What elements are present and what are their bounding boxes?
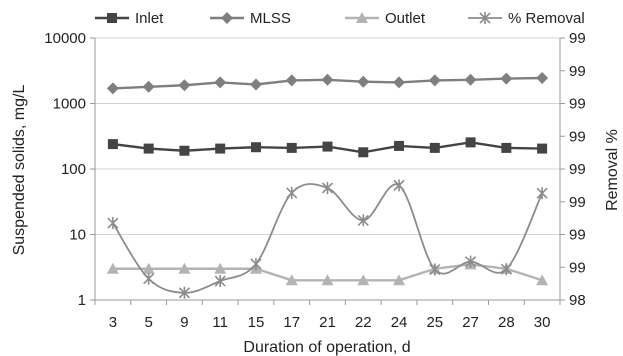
y2-tick-label: 99: [569, 128, 586, 145]
y2-axis-title: Removal %: [604, 129, 621, 211]
x-tick-label: 22: [355, 314, 372, 331]
x-tick-label: 27: [462, 314, 479, 331]
legend-label: Outlet: [385, 10, 426, 27]
data-point: [322, 141, 333, 152]
x-axis-title: Duration of operation, d: [243, 339, 410, 356]
data-point: [106, 262, 119, 274]
data-point: [393, 274, 406, 286]
data-point: [321, 274, 334, 286]
data-point: [357, 214, 369, 227]
x-tick-label: 24: [391, 314, 408, 331]
data-point: [142, 80, 155, 93]
y2-tick-label: 99: [569, 194, 586, 211]
legend-label: % Removal: [508, 10, 585, 27]
x-tick-label: 3: [109, 314, 117, 331]
series-layer: [106, 72, 549, 299]
data-point: [321, 73, 334, 86]
y-tick-label: 100: [61, 161, 86, 178]
y2-tick-label: 99: [569, 161, 586, 178]
data-point: [358, 147, 369, 158]
data-point: [143, 272, 155, 285]
y2-tick-label: 99: [569, 30, 586, 47]
legend-marker: [479, 12, 491, 24]
data-point: [106, 82, 119, 95]
y2-tick-label: 99: [569, 63, 586, 80]
legend: Inlet MLSS Outlet % Removal: [95, 10, 585, 27]
data-point: [285, 274, 298, 286]
data-point: [465, 137, 476, 148]
y-tick-label: 1000: [53, 96, 86, 113]
data-point: [178, 286, 190, 299]
x-axis: 3 5 9 11 15 17 21 22 24 25 27 28 30: [94, 300, 561, 331]
y2-tick-label: 99: [569, 227, 586, 244]
data-point: [214, 275, 226, 288]
y-tick-label: 1: [78, 292, 86, 309]
y-axis-right: 98 99 99 99 99 99 99 99 99: [560, 30, 586, 309]
y2-tick-label: 99: [569, 96, 586, 113]
y-tick-label: 10000: [44, 30, 86, 47]
data-point: [394, 140, 405, 151]
data-point: [214, 262, 227, 274]
legend-marker: [107, 13, 117, 23]
legend-marker: [221, 12, 233, 24]
x-tick-label: 30: [534, 314, 551, 331]
x-tick-label: 28: [498, 314, 515, 331]
data-point: [179, 145, 190, 156]
y2-tick-label: 98: [569, 292, 586, 309]
data-point: [250, 142, 261, 153]
data-point: [429, 263, 441, 276]
y2-tick-label: 99: [569, 259, 586, 276]
data-point: [286, 142, 297, 153]
y-axis-title: Suspended solids, mg/L: [11, 85, 28, 256]
data-point: [178, 79, 191, 92]
data-point: [536, 72, 549, 85]
data-point: [107, 217, 119, 230]
data-point: [501, 142, 512, 153]
data-point: [536, 187, 548, 200]
legend-label: MLSS: [250, 10, 291, 27]
data-point: [500, 72, 513, 85]
y-tick-label: 10: [69, 227, 86, 244]
data-point: [357, 75, 370, 88]
data-point: [107, 139, 118, 150]
x-tick-label: 15: [248, 314, 265, 331]
series-square: [107, 137, 548, 158]
data-point: [143, 143, 154, 154]
x-tick-label: 11: [212, 314, 228, 331]
data-point: [357, 274, 370, 286]
series-star: [107, 179, 548, 299]
data-point: [215, 143, 226, 154]
data-point: [536, 274, 549, 286]
data-point: [214, 76, 227, 89]
legend-label: Inlet: [135, 10, 164, 27]
data-point: [428, 74, 441, 87]
legend-marker: [356, 12, 368, 23]
series-diamond: [106, 72, 549, 95]
data-point: [249, 78, 262, 91]
y-axis-left: 1 10 100 1000 10000: [44, 30, 95, 309]
data-point: [286, 186, 298, 199]
data-point: [465, 255, 477, 268]
series-triangle: [106, 258, 549, 286]
data-point: [250, 257, 262, 270]
data-point: [537, 143, 548, 154]
x-tick-label: 5: [144, 314, 152, 331]
data-point: [464, 73, 477, 86]
data-point: [321, 181, 334, 194]
data-point: [393, 76, 406, 89]
data-point: [142, 262, 155, 274]
data-point: [429, 142, 440, 153]
data-point: [285, 74, 298, 87]
data-point: [178, 262, 191, 274]
data-point: [393, 179, 405, 192]
x-tick-label: 17: [283, 314, 300, 331]
x-tick-label: 9: [180, 314, 188, 331]
x-tick-label: 25: [426, 314, 443, 331]
data-point: [500, 263, 512, 276]
x-tick-label: 21: [319, 314, 336, 331]
